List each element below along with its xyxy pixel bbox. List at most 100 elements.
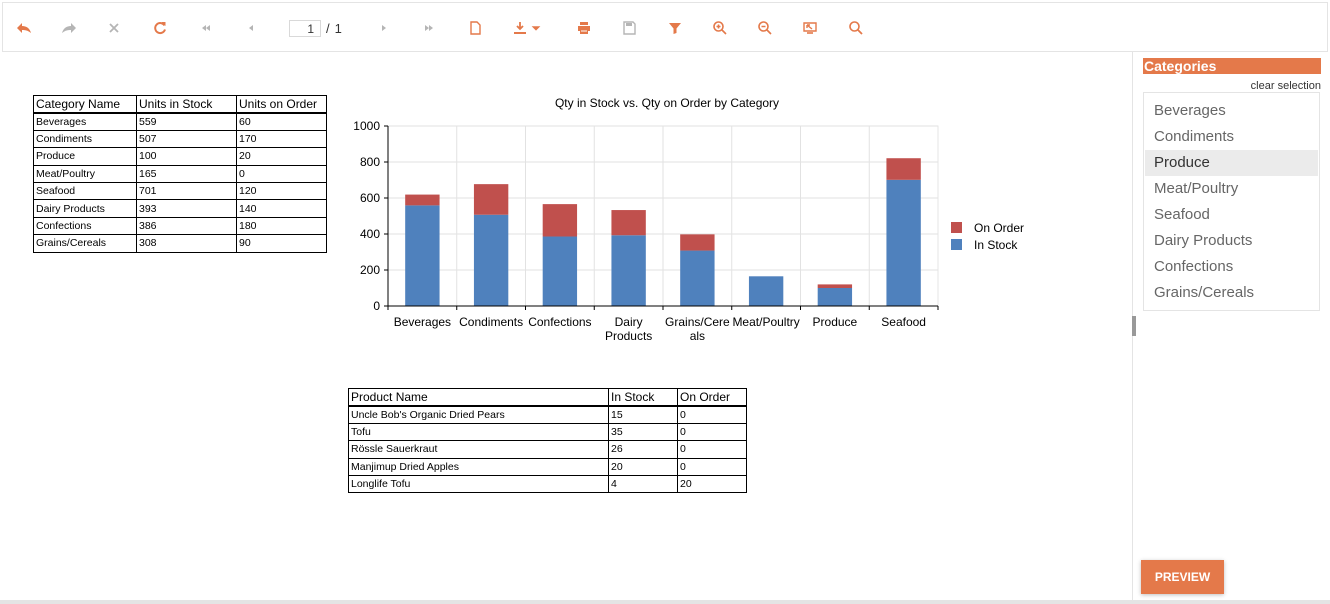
- category-option[interactable]: Dairy Products: [1154, 232, 1253, 249]
- refresh-icon: [154, 22, 166, 34]
- table-cell: Meat/Poultry: [33, 164, 137, 183]
- table-cell: 15: [608, 405, 678, 424]
- first-page-icon: [202, 25, 210, 31]
- first-page-button[interactable]: [195, 17, 217, 39]
- category-row: Meat/Poultry 165 0: [33, 164, 327, 183]
- panel-splitter[interactable]: [1132, 52, 1137, 600]
- category-option[interactable]: Condiments: [1154, 128, 1235, 145]
- redo-button[interactable]: [58, 17, 80, 39]
- x-tick-label: Products: [605, 329, 652, 343]
- table-cell: 26: [608, 440, 678, 459]
- page-separator: /: [326, 21, 330, 36]
- table-cell: Rössle Sauerkraut: [348, 440, 609, 459]
- bar-in-stock: [680, 250, 715, 306]
- panel-title: Categories: [1143, 58, 1321, 74]
- filter-button[interactable]: [664, 17, 686, 39]
- category-option[interactable]: Beverages: [1154, 102, 1226, 119]
- category-row: Confections 386 180: [33, 216, 327, 236]
- prev-page-button[interactable]: [240, 17, 262, 39]
- last-page-button[interactable]: [418, 17, 440, 39]
- table-cell: 0: [677, 405, 747, 424]
- category-option[interactable]: Seafood: [1154, 206, 1210, 223]
- table-cell: 0: [677, 457, 747, 476]
- save-button[interactable]: [618, 17, 640, 39]
- redo-icon: [62, 23, 76, 33]
- download-dropdown[interactable]: [529, 17, 543, 39]
- category-option[interactable]: Grains/Cereals: [1154, 284, 1255, 301]
- table-cell: Grains/Cereals: [33, 234, 137, 253]
- fullscreen-button[interactable]: [799, 17, 821, 39]
- legend-label: In Stock: [974, 238, 1018, 252]
- download-icon: [514, 22, 526, 34]
- fullscreen-icon: [803, 22, 817, 34]
- close-icon: [109, 23, 119, 33]
- legend-label: On Order: [974, 221, 1024, 235]
- toolbar: / 1: [2, 2, 1328, 52]
- product-row: Longlife Tofu 4 20: [348, 474, 747, 494]
- table-cell: 308: [136, 234, 237, 253]
- table-cell: Confections: [33, 216, 137, 236]
- bottom-border: [0, 600, 1330, 604]
- search-button[interactable]: [845, 17, 867, 39]
- download-button[interactable]: [509, 17, 531, 39]
- bar-in-stock: [473, 214, 509, 306]
- zoom-in-button[interactable]: [709, 17, 731, 39]
- x-tick-label: Produce: [813, 315, 858, 329]
- table-cell: Beverages: [33, 112, 137, 131]
- next-page-icon: [382, 25, 386, 31]
- close-button[interactable]: [103, 17, 125, 39]
- zoom-in-icon: [713, 21, 727, 35]
- page-number-input[interactable]: [289, 20, 321, 37]
- print-icon: [578, 22, 590, 34]
- table-cell: Longlife Tofu: [348, 474, 609, 494]
- table-cell: 0: [236, 164, 327, 183]
- new-document-icon: [470, 21, 481, 35]
- bar-in-stock: [611, 235, 646, 306]
- report-page: Category Name Units in Stock Units on Orde…: [2, 52, 1132, 600]
- bar-on-order: [680, 234, 715, 251]
- category-option[interactable]: Meat/Poultry: [1154, 180, 1239, 197]
- next-page-button[interactable]: [373, 17, 395, 39]
- table-cell: Manjimup Dried Apples: [348, 457, 609, 476]
- category-table: Category Name Units in Stock Units on Orde…: [33, 94, 327, 253]
- category-row: Grains/Cereals 308 90: [33, 234, 327, 253]
- clear-selection-link[interactable]: clear selection: [1250, 80, 1321, 92]
- splitter-grip[interactable]: [1132, 316, 1136, 336]
- print-button[interactable]: [573, 17, 595, 39]
- table-cell: 90: [236, 234, 327, 253]
- x-tick-label: Beverages: [394, 315, 451, 329]
- table-cell: Dairy Products: [33, 199, 137, 218]
- undo-icon: [17, 23, 31, 33]
- y-tick-label: 1000: [353, 119, 380, 133]
- undo-button[interactable]: [13, 17, 35, 39]
- zoom-out-button[interactable]: [754, 17, 776, 39]
- category-list: Beverages Condiments Produce Meat/Poultry Se…: [1143, 92, 1320, 311]
- legend-swatch: [951, 222, 962, 233]
- table-cell: 0: [677, 422, 747, 442]
- new-document-button[interactable]: [464, 17, 486, 39]
- table-cell: 4: [608, 474, 678, 494]
- bar-in-stock: [886, 179, 921, 306]
- y-tick-label: 0: [373, 299, 380, 313]
- legend-swatch: [951, 239, 962, 250]
- refresh-button[interactable]: [149, 17, 171, 39]
- table-cell: Condiments: [33, 129, 137, 149]
- page-navigator: / 1: [289, 20, 342, 37]
- preview-button[interactable]: PREVIEW: [1141, 560, 1224, 594]
- stock-order-chart: Qty in Stock vs. Qty on Order by Categor…: [353, 96, 1024, 343]
- table-cell: 20: [236, 147, 327, 166]
- table-cell: 0: [677, 440, 747, 459]
- column-header: In Stock: [608, 387, 678, 407]
- table-cell: 180: [236, 216, 327, 236]
- product-row: Uncle Bob's Organic Dried Pears 15 0: [348, 405, 747, 424]
- save-icon: [623, 21, 636, 35]
- category-option[interactable]: Confections: [1154, 258, 1234, 275]
- column-header: Product Name: [348, 387, 609, 407]
- table-header-row: Product Name In Stock On Order: [348, 387, 747, 407]
- category-row: Seafood 701 120: [33, 181, 327, 201]
- filter-icon: [669, 23, 681, 34]
- category-option[interactable]: Produce: [1145, 150, 1318, 176]
- table-cell: 120: [236, 181, 327, 201]
- table-header-row: Category Name Units in Stock Units on Orde…: [33, 94, 327, 114]
- product-table: Product Name In Stock On Order Uncle Bob's …: [348, 387, 747, 494]
